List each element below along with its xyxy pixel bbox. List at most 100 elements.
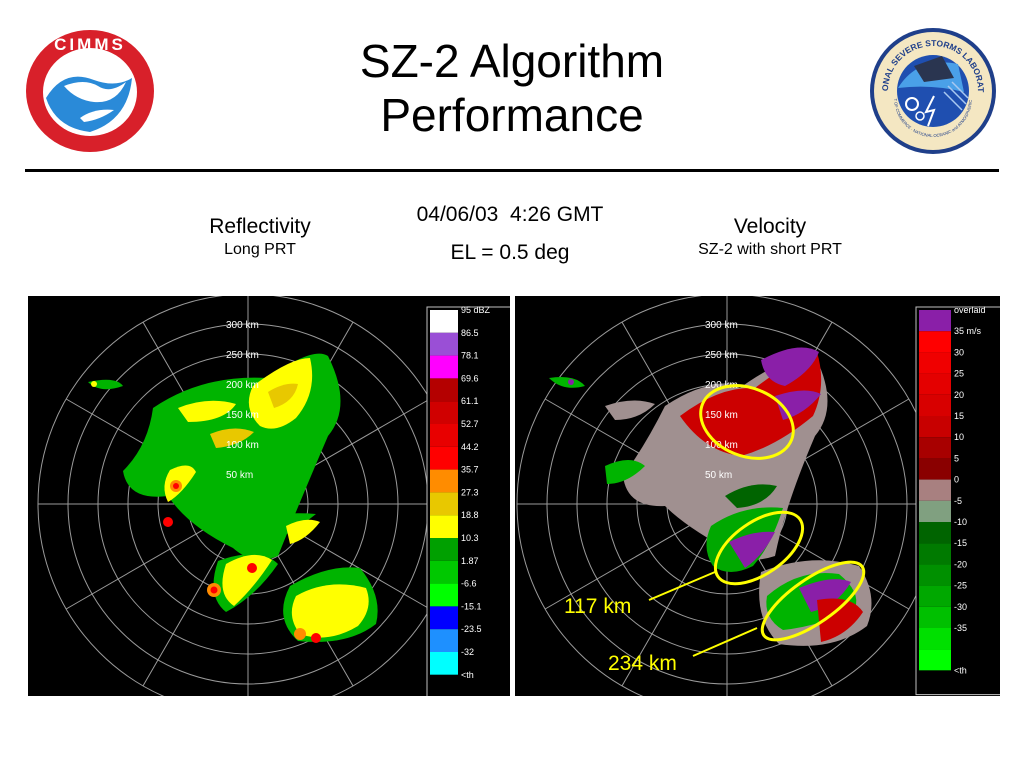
velocity-scale-swatch — [919, 522, 951, 544]
reflectivity-scale-swatch — [430, 424, 458, 447]
velocity-scale-label: -35 — [954, 623, 967, 633]
velocity-scale-swatch — [919, 416, 951, 438]
velocity-scale-label: 10 — [954, 432, 964, 442]
velocity-subtitle: SZ-2 with short PRT — [698, 241, 842, 258]
reflectivity-scale-swatch — [430, 674, 458, 696]
highlight-ellipse-lower — [760, 560, 866, 642]
reflectivity-ppi-image: 300 km 250 km 200 km 150 km 100 km 50 km 95 d… — [28, 296, 510, 696]
nssl-logo-icon: NATIONAL SEVERE STORMS LABORATORY U.S. D… — [865, 18, 996, 154]
velocity-scale-label: -25 — [954, 581, 967, 591]
velocity-scale-label: -10 — [954, 517, 967, 527]
scan-elevation: EL = 0.5 deg — [450, 241, 570, 264]
reflectivity-scale-label: 78.1 — [461, 351, 479, 361]
slide-title: SZ-2 Algorithm Performance — [230, 34, 794, 142]
velocity-scale-swatch — [919, 670, 951, 692]
velocity-range-label: 150 km — [705, 410, 738, 421]
reflectivity-range-label: 50 km — [226, 470, 253, 481]
velocity-radar-panel: 300 km 250 km 200 km 150 km 100 km 50 km over… — [515, 296, 1000, 696]
cimms-logo: CIMMS — [24, 28, 156, 154]
velocity-range-label: 50 km — [705, 470, 732, 481]
velocity-scale-swatch — [919, 394, 951, 416]
reflectivity-scale-label: 69.6 — [461, 373, 479, 383]
velocity-echoes — [549, 347, 872, 646]
velocity-scale-label: -5 — [954, 496, 962, 506]
reflectivity-scale-swatch — [430, 446, 458, 470]
reflectivity-header: Reflectivity Long PRT — [178, 214, 342, 260]
velocity-scale-swatch — [919, 564, 951, 586]
velocity-range-label: 200 km — [705, 380, 738, 391]
reflectivity-scale-swatch — [430, 583, 458, 607]
velocity-header: Velocity SZ-2 with short PRT — [660, 214, 880, 260]
reflectivity-scale-swatch — [430, 355, 458, 379]
title-divider — [25, 169, 999, 172]
velocity-scale-swatch — [919, 479, 951, 501]
reflectivity-subtitle: Long PRT — [224, 241, 296, 258]
velocity-range-label: 250 km — [705, 350, 738, 361]
velocity-scale-swatch — [919, 585, 951, 607]
callout-leader-234 — [692, 627, 758, 657]
reflectivity-scale-label: -6.6 — [461, 579, 477, 589]
reflectivity-range-label: 100 km — [226, 440, 259, 451]
velocity-scale-label: -30 — [954, 602, 967, 612]
reflectivity-scale-label: 18.8 — [461, 510, 479, 520]
velocity-scale-label: -20 — [954, 559, 967, 569]
velocity-scale-swatch — [919, 331, 951, 353]
velocity-scale-label: <th — [954, 665, 967, 675]
reflectivity-echoes — [88, 353, 378, 643]
velocity-scale-swatch — [919, 543, 951, 565]
reflectivity-range-label: 200 km — [226, 380, 259, 391]
highlight-ellipse-upper — [699, 384, 795, 460]
velocity-scale-label: -15 — [954, 538, 967, 548]
velocity-scale-label: overlaid — [954, 305, 986, 315]
velocity-scale-swatch — [919, 606, 951, 628]
velocity-scale-label: 5 — [954, 453, 959, 463]
reflectivity-scale-label: 61.1 — [461, 396, 479, 406]
highlight-ellipses — [648, 384, 866, 657]
velocity-scale-swatch — [919, 352, 951, 374]
reflectivity-scale-swatch — [430, 310, 458, 333]
reflectivity-title: Reflectivity — [209, 215, 311, 238]
reflectivity-scale-label: 35.7 — [461, 465, 479, 475]
reflectivity-scale-swatch — [430, 629, 458, 652]
scan-info: 04/06/03 4:26 GMT EL = 0.5 deg — [380, 202, 640, 266]
velocity-scale-swatch — [919, 649, 951, 671]
velocity-title: Velocity — [733, 215, 807, 238]
svg-text:CIMMS: CIMMS — [54, 35, 126, 54]
highlight-ellipse-middle — [713, 510, 805, 586]
nssl-logo: NATIONAL SEVERE STORMS LABORATORY U.S. D… — [865, 18, 998, 156]
velocity-scale-swatch — [919, 310, 951, 332]
reflectivity-scale-label: -15.1 — [461, 601, 482, 611]
reflectivity-scale-swatch — [430, 538, 458, 561]
reflectivity-scale-swatch — [430, 606, 458, 630]
title-line-1: SZ-2 Algorithm — [359, 35, 665, 87]
reflectivity-scale-swatch — [430, 560, 458, 584]
velocity-scale-label: 25 — [954, 369, 964, 379]
callout-234km: 234 km — [608, 652, 677, 675]
reflectivity-scale-label: 95 dBZ — [461, 305, 491, 315]
reflectivity-scale-label: 52.7 — [461, 419, 479, 429]
reflectivity-scale-swatch — [430, 652, 458, 675]
reflectivity-scale-label: 27.3 — [461, 487, 479, 497]
reflectivity-scale-label: 10.3 — [461, 533, 479, 543]
velocity-scale-label: 0 — [954, 475, 959, 485]
velocity-scale-label: 15 — [954, 411, 964, 421]
title-line-2: Performance — [380, 89, 644, 141]
reflectivity-scale-swatch — [430, 378, 458, 402]
cimms-logo-icon: CIMMS — [26, 30, 154, 152]
velocity-scale-swatch — [919, 437, 951, 459]
reflectivity-range-label: 150 km — [226, 410, 259, 421]
callout-117km: 117 km — [564, 595, 632, 618]
velocity-scale-label: 35 m/s — [954, 326, 982, 336]
reflectivity-scale-swatch — [430, 469, 458, 493]
reflectivity-scale-label: 44.2 — [461, 442, 479, 452]
reflectivity-scale-swatch — [430, 401, 458, 424]
callout-leader-117 — [648, 571, 716, 601]
reflectivity-scale-label: -23.5 — [461, 624, 482, 634]
reflectivity-range-label: 250 km — [226, 350, 259, 361]
reflectivity-scale-swatch — [430, 515, 458, 538]
velocity-color-scale: overlaid 35 m/s 30 25 20 15 10 5 0 -5 -10 -15 -20 -25… — [915, 305, 1000, 696]
velocity-scale-swatch — [919, 500, 951, 522]
scan-datetime: 04/06/03 4:26 GMT — [416, 203, 604, 226]
reflectivity-scale-swatch — [430, 492, 458, 516]
